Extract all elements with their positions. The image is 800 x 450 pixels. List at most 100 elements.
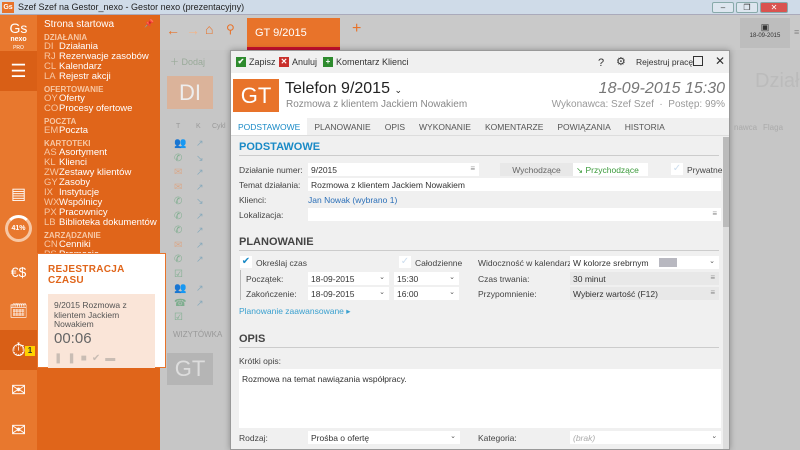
home-icon[interactable]: ⌂: [205, 21, 214, 37]
gear-icon[interactable]: ⚙: [616, 56, 626, 68]
menu-item-as[interactable]: AS Asortyment: [44, 148, 160, 158]
new-tab-icon[interactable]: +: [352, 20, 362, 37]
outgoing-toggle[interactable]: Wychodzące: [500, 163, 573, 176]
back-icon[interactable]: ←: [166, 22, 180, 38]
list-icon: ≡: [710, 273, 715, 282]
menu-item-label: Procesy ofertowe: [59, 103, 133, 114]
set-time-checkbox[interactable]: ✔: [240, 256, 252, 268]
private-checkbox[interactable]: ✓: [671, 163, 683, 175]
register-work-button[interactable]: Rejestruj pracę: [636, 57, 694, 67]
help-icon[interactable]: ?: [598, 57, 605, 69]
advanced-planning-link[interactable]: Planowanie zaawansowane ▸: [239, 306, 351, 316]
tab-podstawowe[interactable]: PODSTAWOWE: [231, 118, 308, 135]
menu-item-px[interactable]: PX Pracownicy: [44, 208, 160, 218]
caret-right-icon: ▸: [346, 306, 351, 316]
menu-item-cn[interactable]: CNCenniki: [44, 240, 160, 250]
menu-item-la[interactable]: LA Rejestr akcji: [44, 72, 160, 82]
menu-item-kl[interactable]: KL Klienci: [44, 158, 160, 168]
menu-item-oy[interactable]: OYOferty: [44, 94, 160, 104]
menu-item-zw[interactable]: ZWZestawy klientów: [44, 168, 160, 178]
menu-item-ix[interactable]: IX Instytucje: [44, 188, 160, 198]
date-button[interactable]: ▣ 18-09-2015: [740, 18, 790, 48]
direction-icon: ↘: [196, 196, 204, 206]
cancel-button[interactable]: ✕ Anuluj: [279, 57, 318, 67]
check-icon[interactable]: ✔: [91, 352, 106, 364]
menu-section-title: ZARZĄDZANIE: [44, 231, 101, 240]
more-menu-icon[interactable]: ≡: [794, 27, 800, 37]
short-description-textarea[interactable]: Rozmowa na temat nawiązania współpracy.: [239, 369, 721, 428]
menu-item-co[interactable]: COProcesy ofertowe: [44, 104, 160, 114]
minimize-button[interactable]: –: [712, 2, 734, 13]
scrollbar[interactable]: [723, 137, 729, 449]
direction-icon: ↗: [196, 210, 204, 221]
menu-item-lb[interactable]: LB Biblioteka dokumentów: [44, 218, 160, 228]
end-time-select[interactable]: 16:00 ⌄: [394, 287, 459, 300]
menu-item-gy[interactable]: GYZasoby: [44, 178, 160, 188]
search-icon[interactable]: ⚲: [226, 22, 235, 36]
close-icon[interactable]: ✕: [715, 54, 726, 68]
comment-button[interactable]: + Komentarz: [323, 57, 380, 67]
menu-item-code: PX: [44, 207, 57, 218]
pause-icon[interactable]: ❚❚: [54, 352, 81, 364]
tab-opis[interactable]: OPIS: [384, 122, 406, 132]
menu-item-label: Klienci: [59, 157, 87, 168]
menu-item-wx[interactable]: WXWspólnicy: [44, 198, 160, 208]
add-button: ＋ Dodaj: [170, 57, 206, 67]
tab-komentarze[interactable]: KOMENTARZE: [484, 122, 544, 132]
tab-wykonanie[interactable]: WYKONANIE: [419, 122, 471, 132]
stop-icon[interactable]: ■: [80, 352, 92, 364]
calendar-clock-icon[interactable]: 🗓: [8, 303, 29, 320]
menu-item-em[interactable]: EMPoczta: [44, 126, 160, 136]
menu-icon[interactable]: ☰: [0, 51, 37, 91]
pin-icon[interactable]: 📌: [144, 19, 154, 28]
menu-item-label: Zasoby: [59, 177, 91, 188]
menu-item-di[interactable]: DI Działania: [44, 42, 160, 52]
all-day-checkbox[interactable]: ✓: [399, 256, 411, 268]
menu-item-label: Pracownicy: [59, 207, 108, 218]
start-time-select[interactable]: 15:30 ⌄: [394, 272, 459, 285]
tab-gt-9-2015[interactable]: GT 9/2015: [247, 18, 340, 50]
phone-icon: ✆: [174, 210, 183, 222]
menu-item-label: Asortyment: [59, 147, 108, 158]
clients-link[interactable]: Jan Nowak (wybrano 1): [308, 195, 398, 205]
number-input[interactable]: 9/2015 ≡: [308, 163, 479, 176]
tab-historia[interactable]: HISTORIA: [624, 122, 665, 132]
visibility-select[interactable]: W kolorze srebrnym ⌄: [570, 256, 719, 269]
tab-planowanie[interactable]: PLANOWANIE: [314, 122, 371, 132]
direction-icon: ↗: [196, 138, 204, 148]
incoming-toggle[interactable]: ↘ Przychodzące: [573, 163, 648, 176]
location-input[interactable]: ≡: [308, 208, 721, 221]
clients-dropdown[interactable]: Klienci: [382, 57, 409, 67]
reminder-field[interactable]: Wybierz wartość (F12) ≡: [570, 287, 719, 300]
section-podstawowe: PODSTAWOWE: [239, 141, 719, 156]
forward-icon[interactable]: →: [186, 22, 200, 38]
mail-multiple-icon[interactable]: ✉: [10, 380, 27, 400]
group-icon: 👥: [174, 138, 187, 149]
restore-button[interactable]: ❐: [736, 2, 758, 13]
menu-item-code: EM: [44, 125, 59, 136]
maximize-icon[interactable]: [693, 56, 703, 66]
menu-item-code: OY: [44, 93, 58, 104]
category-select[interactable]: (brak) ⌄: [570, 431, 721, 444]
duration-field[interactable]: 30 minut ≡: [570, 272, 719, 285]
mail-icon[interactable]: ✉: [10, 420, 27, 440]
check-icon: ☑: [174, 268, 183, 280]
timer-card: 9/2015 Rozmowa z klientem Jackiem Nowaki…: [48, 294, 155, 368]
menu-item-cl[interactable]: CL Kalendarz: [44, 62, 160, 72]
close-window-button[interactable]: ✕: [760, 2, 788, 13]
menu-item-label: Instytucje: [59, 187, 100, 198]
dialog-title[interactable]: Telefon 9/2015 ⌄: [285, 80, 402, 97]
currency-icon[interactable]: €$: [10, 264, 27, 280]
menu-item-rj[interactable]: RJ Rezerwacje zasobów: [44, 52, 160, 62]
save-button[interactable]: ✔ Zapisz: [236, 57, 276, 67]
type-select[interactable]: Prośba o ofertę ⌄: [308, 431, 460, 444]
phone-icon: ✆: [174, 196, 183, 207]
end-date-select[interactable]: 18-09-2015 ⌄: [308, 287, 389, 300]
menu-home[interactable]: Strona startowa: [44, 19, 115, 30]
start-date-select[interactable]: 18-09-2015 ⌄: [308, 272, 389, 285]
certificate-icon[interactable]: ▤: [10, 186, 27, 203]
subject-input[interactable]: Rozmowa z klientem Jackiem Nowakiem: [308, 178, 721, 191]
progress-ring[interactable]: 41%: [5, 215, 32, 242]
comment-icon[interactable]: ▬: [105, 352, 121, 364]
tab-powiązania[interactable]: POWIĄZANIA: [557, 122, 611, 132]
